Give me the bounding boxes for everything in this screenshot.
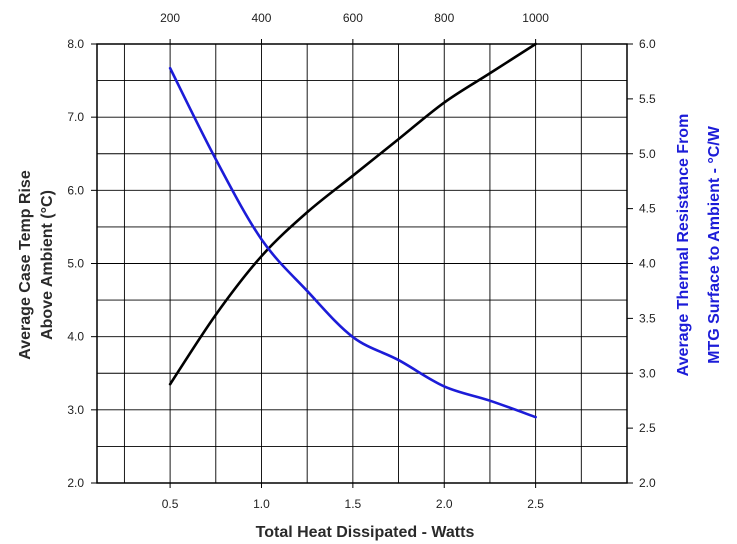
top-tick-label: 800 <box>434 11 454 25</box>
top-tick-label: 600 <box>343 11 363 25</box>
y-right-axis-title-line2: MTG Surface to Ambient - °C/W <box>706 125 723 364</box>
y-left-tick-label: 5.0 <box>67 257 84 271</box>
x-axis-title: Total Heat Dissipated - Watts <box>256 524 475 541</box>
series <box>168 42 537 419</box>
y-left-tick-label: 6.0 <box>67 183 84 197</box>
y-right-tick-label: 6.0 <box>639 37 656 51</box>
y-left-tick-label: 7.0 <box>67 110 84 124</box>
tick-labels: 0.5 1.0 1.5 2.0 2.5 200 400 600 800 1000 2.0 3.0 4.0… <box>67 11 656 511</box>
y-right-tick-label: 3.0 <box>639 366 656 380</box>
y-right-tick-label: 5.5 <box>639 92 656 106</box>
series-line-thermal-resistance <box>168 66 537 419</box>
x-tick-label: 2.0 <box>436 497 453 511</box>
y-right-axis-title-line1: Average Thermal Resistance From <box>675 114 692 377</box>
x-tick-label: 0.5 <box>162 497 179 511</box>
x-tick-label: 1.5 <box>345 497 362 511</box>
y-left-tick-label: 3.0 <box>67 403 84 417</box>
y-right-tick-label: 4.5 <box>639 202 656 216</box>
y-left-tick-label: 4.0 <box>67 330 84 344</box>
y-left-axis-title-line1: Average Case Temp Rise <box>17 170 34 360</box>
ticks <box>91 39 633 488</box>
x-tick-label: 2.5 <box>527 497 544 511</box>
y-left-axis-title-line2: Above Ambient (°C) <box>39 190 56 340</box>
grid <box>97 44 627 483</box>
y-right-tick-label: 4.0 <box>639 257 656 271</box>
y-right-tick-label: 3.5 <box>639 311 656 325</box>
y-right-tick-label: 5.0 <box>639 147 656 161</box>
top-tick-label: 1000 <box>522 11 549 25</box>
x-tick-label: 1.0 <box>253 497 270 511</box>
y-left-tick-label: 2.0 <box>67 476 84 490</box>
top-tick-label: 400 <box>251 11 271 25</box>
top-tick-label: 200 <box>160 11 180 25</box>
y-left-tick-label: 8.0 <box>67 37 84 51</box>
series-line-case-temp-rise <box>168 42 537 386</box>
y-right-tick-label: 2.5 <box>639 421 656 435</box>
y-right-tick-label: 2.0 <box>639 476 656 490</box>
